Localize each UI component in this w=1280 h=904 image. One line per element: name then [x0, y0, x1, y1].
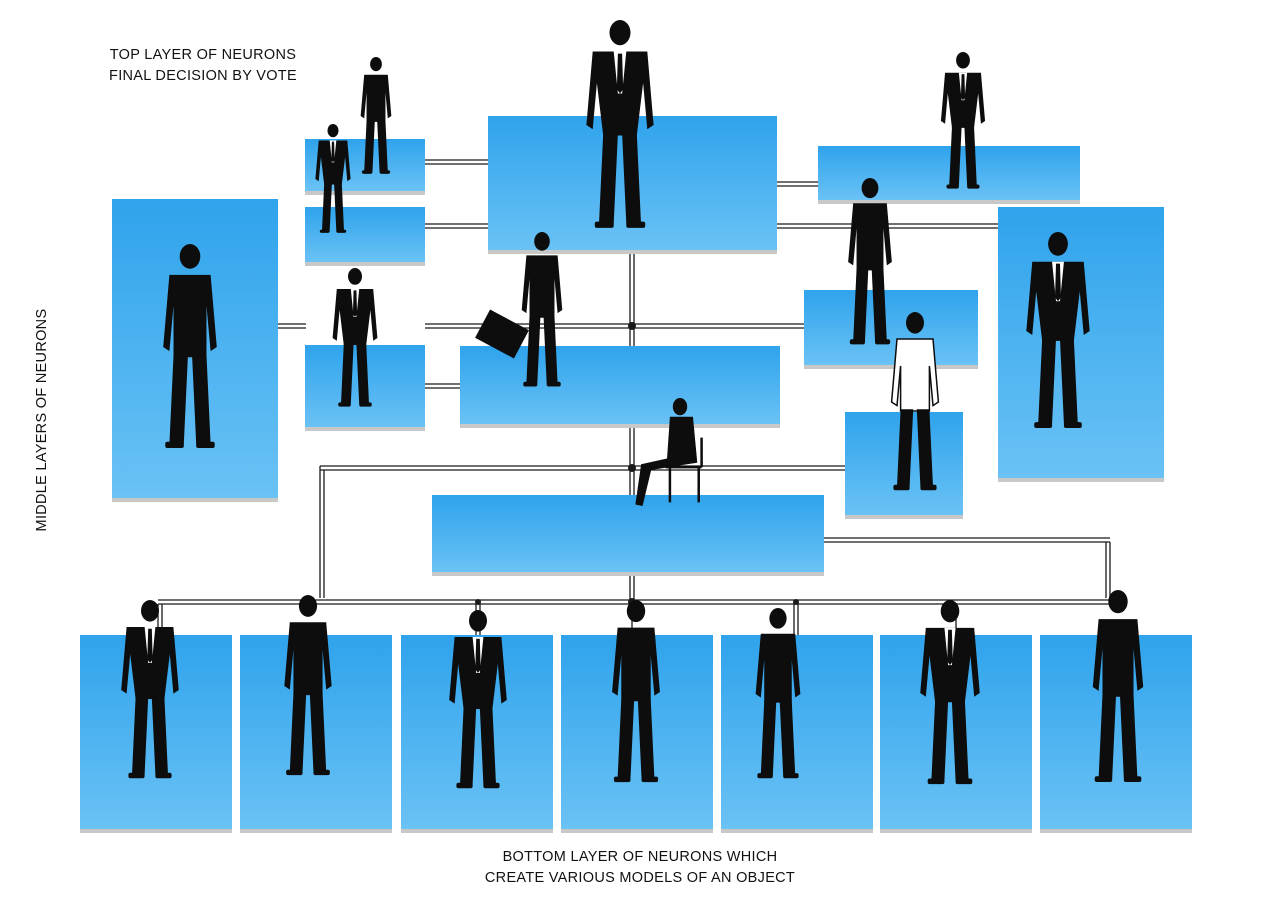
people-silhouettes [121, 19, 1144, 789]
person-silhouette-icon [755, 608, 801, 779]
bottom-layer-label: BOTTOM LAYER OF NEURONS WHICH CREATE VAR… [440, 847, 840, 889]
person-silhouette-icon [848, 178, 892, 345]
person-silhouette-icon [1092, 590, 1144, 783]
person-silhouette-icon [940, 52, 986, 189]
top-layer-label: TOP LAYER OF NEURONS FINAL DECISION BY V… [78, 45, 328, 87]
neuron-panel [998, 207, 1164, 478]
person-silhouette-icon [612, 600, 660, 783]
person-silhouette-icon [284, 595, 332, 776]
middle-layers-label: MIDDLE LAYERS OF NEURONS [34, 308, 50, 532]
neuron-panel [432, 495, 824, 572]
connector-junctions [475, 322, 799, 606]
person-silhouette-icon [360, 57, 392, 174]
person-silhouette-icon [121, 600, 179, 779]
person-silhouette-icon [890, 312, 940, 491]
person-silhouette-icon [315, 124, 351, 233]
bottom-layer-label-line2: CREATE VARIOUS MODELS OF AN OBJECT [484, 870, 796, 886]
neuron-panel [818, 146, 1080, 200]
person-silhouette-icon [449, 610, 507, 789]
person-silhouette-icon [920, 600, 980, 785]
bottom-layer-label-line1: BOTTOM LAYER OF NEURONS WHICH [502, 849, 778, 865]
person-silhouette-icon [332, 268, 378, 407]
panel-shadows [80, 191, 1192, 833]
briefcase-icon [475, 309, 529, 359]
person-silhouette-icon [586, 19, 654, 228]
top-layer-label-line1: TOP LAYER OF NEURONS [109, 47, 297, 63]
person-silhouette-icon [1026, 232, 1090, 429]
chair-icon [665, 437, 703, 503]
person-silhouette-icon [635, 398, 703, 506]
person-silhouette-icon [521, 232, 563, 387]
top-layer-label-line2: FINAL DECISION BY VOTE [109, 68, 297, 84]
neuron-panel [460, 346, 780, 424]
person-silhouette-icon [163, 243, 217, 448]
neuron-panel [804, 290, 978, 365]
